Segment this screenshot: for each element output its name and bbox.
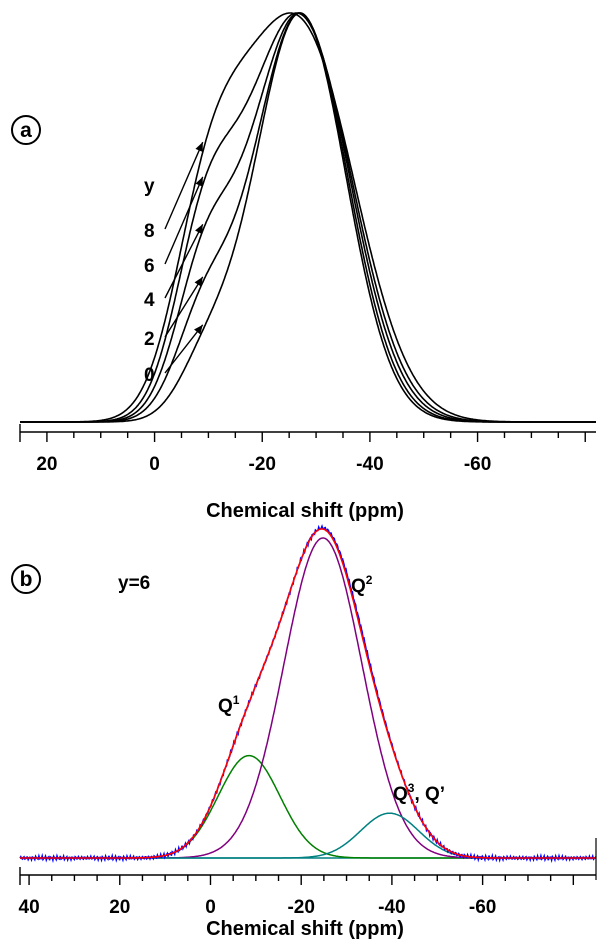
panel-b-curves: [19, 524, 597, 864]
experimental-line: [19, 524, 597, 864]
peak-label-3: Q3, Q’: [393, 781, 445, 805]
series-arrowhead-8: [195, 142, 203, 153]
series-label-8: 8: [144, 221, 155, 242]
series-arrowhead-2: [194, 276, 203, 287]
x-tick-label: -20: [287, 897, 314, 918]
series-label-2: 2: [144, 329, 155, 350]
peak-label-1: Q1: [218, 693, 240, 717]
series-line-6: [20, 12, 596, 423]
series-arrowhead-6: [195, 176, 203, 187]
chart-title-b: y=6: [118, 573, 150, 594]
series-line-2: [20, 12, 596, 423]
x-tick-label: 40: [19, 897, 40, 918]
x-tick-label: -40: [378, 897, 405, 918]
series-labels: 8 6 4 2 0: [144, 141, 204, 386]
series-line-0: [20, 12, 596, 423]
series-arrow-8: [164, 141, 204, 230]
panel-a-circle: [11, 115, 41, 145]
x-axis-label-a: Chemical shift (ppm): [206, 500, 404, 522]
x-tick-label: 0: [149, 454, 160, 475]
series-line-4: [20, 12, 596, 423]
x-tick-label: 20: [36, 454, 57, 475]
x-tick-label: -60: [464, 454, 491, 475]
series-arrow-0: [164, 324, 204, 374]
series-arrow-2: [164, 276, 204, 338]
panel-b-label: b: [20, 568, 33, 591]
series-arrowhead-0: [194, 324, 203, 335]
series-label-6: 6: [144, 256, 155, 277]
series-line-8: [20, 12, 596, 423]
x-axis-label-b: Chemical shift (ppm): [206, 918, 404, 940]
series-arrow-4: [164, 223, 204, 299]
peak-label-2: Q2: [351, 573, 373, 597]
panel-b-circle: [11, 564, 41, 594]
x-tick-label: -60: [469, 897, 496, 918]
series-label-4: 4: [144, 290, 155, 311]
x-tick-label: -20: [249, 454, 276, 475]
x-tick-label: 0: [205, 897, 216, 918]
panel-a-label: a: [20, 119, 32, 142]
component-line-Q3: [20, 812, 596, 859]
series-label-0: 0: [144, 365, 155, 386]
panel-a-curves: [20, 12, 596, 423]
peak-annotations: Q1 Q2 Q3, Q’: [218, 573, 445, 805]
series-label-title: y: [144, 176, 155, 197]
x-tick-label: 20: [109, 897, 130, 918]
series-arrowhead-4: [195, 224, 203, 235]
fit-line: [20, 528, 596, 859]
component-line-Q1: [20, 754, 596, 859]
component-line-Q2: [20, 537, 596, 859]
x-ticks-a: 20 0 -20 -40 -60: [19, 424, 586, 475]
panel-b: b y=6 Q1 Q2 Q3, Q’ 40 20 0 -20 -40 -60 Chemical…: [11, 524, 597, 940]
series-arrow-6: [164, 176, 204, 265]
x-ticks-b: 40 20 0 -20 -40 -60: [19, 838, 597, 918]
x-tick-label: -40: [356, 454, 383, 475]
